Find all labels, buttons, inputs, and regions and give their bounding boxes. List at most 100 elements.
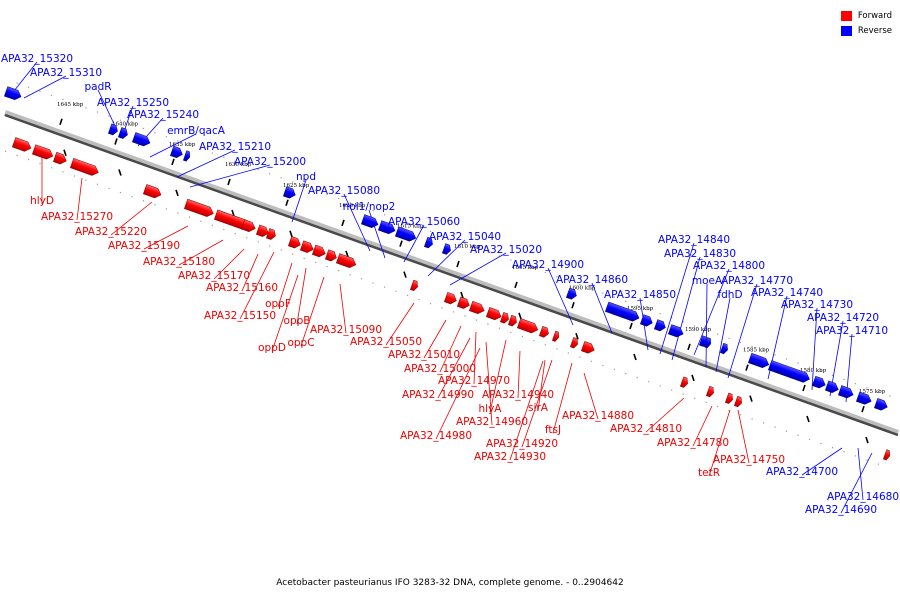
kbp-tick-mark: [575, 333, 579, 340]
kbp-tick-mark: [114, 138, 118, 145]
kbp-tick-mark: [518, 312, 522, 320]
reverse-gene-arrow: [767, 360, 810, 383]
reverse-gene-arrow: [565, 287, 577, 300]
reverse-gene-label[interactable]: APA32_14690: [805, 504, 877, 516]
reverse-gene-label[interactable]: APA32_14840: [658, 234, 730, 246]
reverse-gene-label[interactable]: APA32_14740: [751, 287, 823, 299]
kbp-tick-mark: [802, 384, 806, 392]
reverse-gene-label[interactable]: APA32_15240: [127, 109, 199, 121]
forward-gene-label[interactable]: APA32_15180: [143, 256, 215, 268]
gene-labels: APA32_15320APA32_15310padRAPA32_15250APA…: [1, 53, 899, 516]
forward-gene-label[interactable]: APA32_14930: [474, 451, 546, 463]
forward-gene-label[interactable]: APA32_15010: [388, 349, 460, 361]
forward-gene-label[interactable]: oppC: [287, 337, 314, 349]
forward-gene-label[interactable]: APA32_14990: [402, 389, 474, 401]
reverse-gene-label[interactable]: APA32_15060: [388, 216, 460, 228]
kbp-tick-mark: [118, 169, 122, 176]
forward-gene-label[interactable]: oppD: [258, 342, 286, 354]
reverse-gene-label[interactable]: APA32_14770: [721, 275, 793, 287]
reverse-gene-label[interactable]: APA32_14710: [816, 325, 888, 337]
forward-gene-label[interactable]: hlyA: [479, 403, 503, 415]
forward-gene-label[interactable]: APA32_15000: [404, 363, 476, 375]
gene-features: [3, 86, 890, 461]
forward-gene-label[interactable]: oppB: [284, 315, 311, 327]
leader-line: [300, 276, 325, 347]
forward-gene-label[interactable]: APA32_15270: [41, 211, 113, 223]
forward-gene-label[interactable]: APA32_14750: [713, 454, 785, 466]
reverse-gene-label[interactable]: APA32_15020: [470, 244, 542, 256]
reverse-gene-label[interactable]: APA32_15250: [97, 97, 169, 109]
reverse-gene-label[interactable]: APA32_15200: [234, 156, 306, 168]
forward-gene-label[interactable]: APA32_14970: [438, 375, 510, 387]
reverse-gene-label[interactable]: APA32_15210: [199, 141, 271, 153]
leader-line: [178, 239, 224, 266]
reverse-gene-label[interactable]: APA32_14830: [664, 248, 736, 260]
leader-line: [271, 274, 299, 352]
forward-gene-label[interactable]: hlyD: [30, 195, 54, 207]
leader-line: [423, 319, 447, 359]
forward-gene-arrow: [882, 449, 890, 461]
reverse-gene-label[interactable]: APA32_14700: [766, 466, 838, 478]
reverse-gene-label[interactable]: APA32_14800: [693, 260, 765, 272]
forward-gene-label[interactable]: APA32_14780: [657, 437, 729, 449]
forward-gene-arrow: [409, 279, 418, 292]
leader-line: [427, 239, 466, 277]
label-leader-lines: [9, 61, 873, 514]
kbp-tick-mark: [341, 219, 345, 227]
forward-gene-label[interactable]: APA32_15050: [350, 336, 422, 348]
kbp-tick-label: 1625 kbp: [283, 183, 310, 189]
reverse-gene-label[interactable]: nol1/nop2: [343, 201, 396, 213]
reverse-gene-label[interactable]: padR: [84, 81, 111, 93]
forward-gene-label[interactable]: sirA: [528, 402, 549, 414]
reverse-gene-label[interactable]: APA32_14680: [827, 491, 899, 503]
kbp-tick-mark: [514, 281, 518, 289]
reverse-gene-arrow: [747, 352, 770, 369]
kbp-tick-label: 1590 kbp: [685, 327, 712, 333]
reverse-gene-label[interactable]: APA32_15320: [1, 53, 73, 65]
reverse-gene-arrow: [719, 342, 728, 355]
leader-line: [705, 283, 708, 368]
forward-gene-label[interactable]: ftsJ: [545, 424, 561, 436]
forward-gene-label[interactable]: APA32_14940: [482, 389, 554, 401]
forward-gene-arrow: [580, 341, 595, 354]
forward-gene-label[interactable]: APA32_15150: [204, 310, 276, 322]
forward-gene-label[interactable]: APA32_14880: [562, 410, 634, 422]
forward-gene-label[interactable]: APA32_15220: [75, 226, 147, 238]
legend-forward-label: Forward: [857, 10, 892, 21]
leader-line: [239, 251, 275, 320]
reverse-gene-label[interactable]: APA32_14850: [604, 289, 676, 301]
forward-gene-label[interactable]: APA32_15160: [206, 282, 278, 294]
reverse-gene-label[interactable]: APA32_14900: [512, 259, 584, 271]
reverse-gene-label[interactable]: npd: [296, 171, 316, 183]
forward-gene-label[interactable]: APA32_14980: [400, 430, 472, 442]
forward-gene-label[interactable]: APA32_14810: [610, 423, 682, 435]
leader-line: [521, 359, 553, 448]
reverse-gene-label[interactable]: APA32_14720: [807, 312, 879, 324]
kbp-tick-label: 1645 kbp: [57, 102, 84, 108]
reverse-gene-label[interactable]: APA32_14860: [556, 274, 628, 286]
kbp-tick-mark: [460, 291, 464, 299]
forward-gene-arrow: [265, 228, 276, 240]
leader-line: [385, 302, 415, 346]
forward-gene-label[interactable]: APA32_14920: [486, 438, 558, 450]
forward-gene-arrow: [569, 337, 578, 349]
reverse-gene-label[interactable]: APA32_15080: [308, 185, 380, 197]
kbp-tick-mark: [629, 322, 633, 330]
forward-gene-label[interactable]: APA32_15170: [178, 270, 250, 282]
reverse-gene-label[interactable]: fdhD: [717, 289, 742, 301]
forward-gene-label[interactable]: APA32_15090: [310, 324, 382, 336]
reverse-gene-label[interactable]: APA32_14730: [781, 299, 853, 311]
forward-gene-label[interactable]: APA32_14960: [456, 416, 528, 428]
leader-line: [97, 89, 117, 129]
reverse-gene-label[interactable]: APA32_15310: [30, 67, 102, 79]
forward-gene-label[interactable]: tetR: [698, 467, 720, 479]
reverse-gene-arrow: [3, 86, 22, 101]
reverse-gene-label[interactable]: emrB/qacA: [167, 125, 226, 137]
forward-gene-label[interactable]: oppF: [265, 298, 291, 310]
leader-line: [291, 179, 307, 223]
forward-gene-label[interactable]: APA32_15190: [108, 240, 180, 252]
reverse-gene-label[interactable]: APA32_15040: [429, 231, 501, 243]
reverse-gene-label[interactable]: moeA: [692, 275, 723, 287]
kbp-tick-mark: [171, 158, 175, 166]
